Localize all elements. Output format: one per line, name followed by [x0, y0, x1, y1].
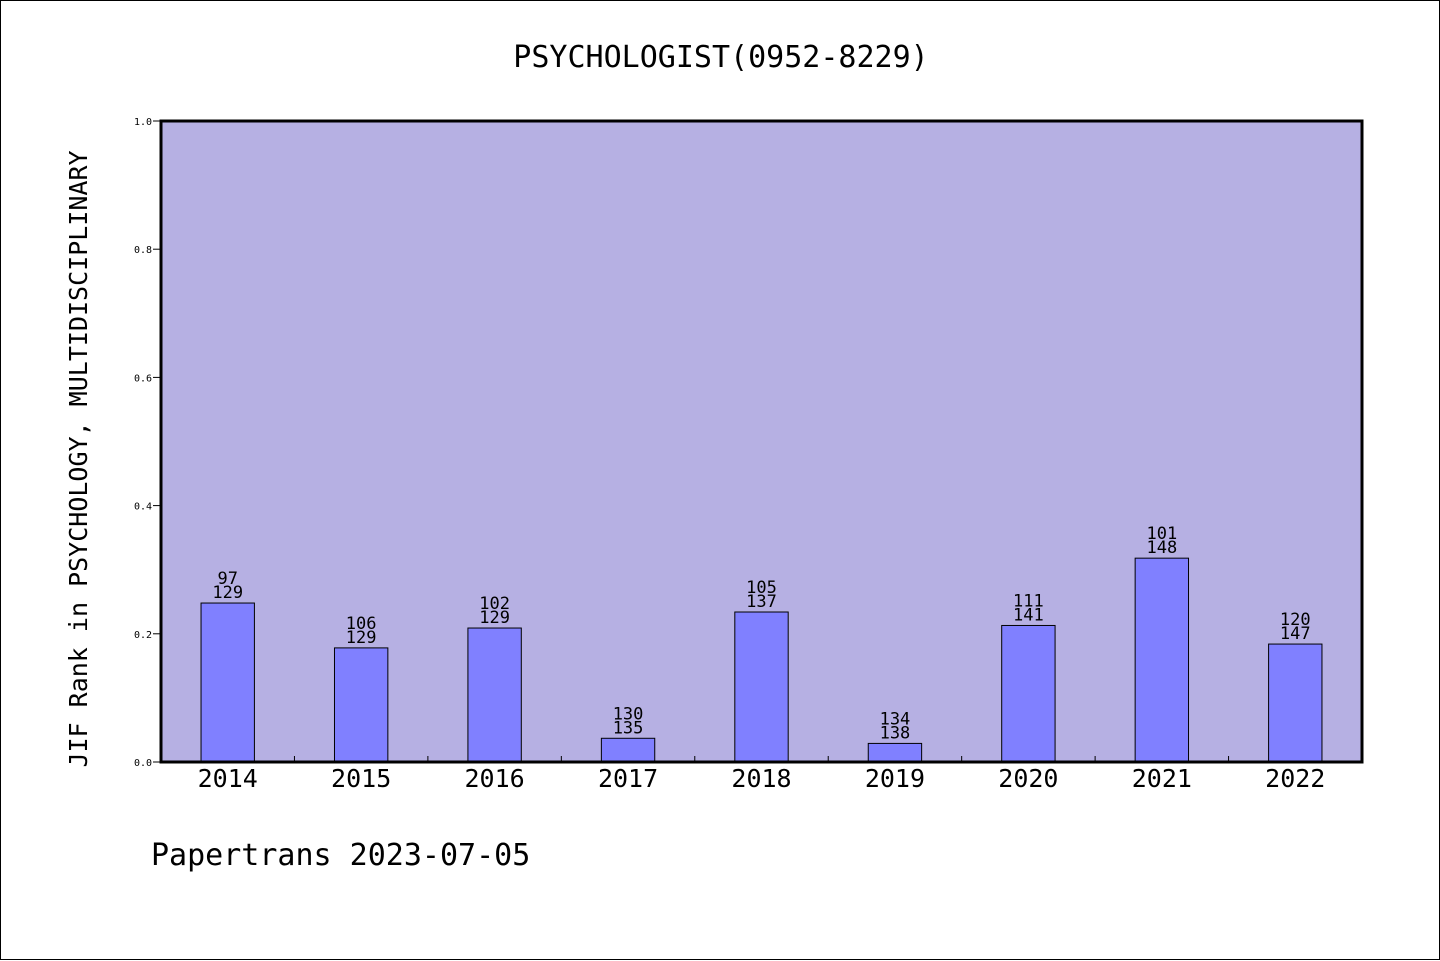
bar-label-total-2019: 138: [880, 723, 911, 743]
bar-label-total-2018: 137: [746, 592, 777, 612]
x-tick-label-2017: 2017: [598, 764, 658, 793]
bar-label-total-2015: 129: [346, 628, 377, 648]
x-tick-label-2022: 2022: [1265, 764, 1325, 793]
bar-2018: [734, 611, 789, 763]
bar-2020: [1001, 624, 1056, 763]
bar-label-total-2020: 141: [1013, 605, 1044, 625]
y-tick-label-4: 0.8: [134, 245, 152, 256]
bar-label-rank-2015: 106: [346, 614, 377, 634]
bar-2021: [1134, 557, 1190, 763]
y-tick-label-1: 0.2: [134, 630, 152, 641]
footer-credit: Papertrans 2023-07-05: [151, 838, 530, 873]
bar-label-rank-2016: 102: [479, 594, 510, 614]
x-tick-label-2019: 2019: [865, 764, 925, 793]
y-tick-label-5: 1.0: [134, 117, 152, 128]
y-tick-label-3: 0.6: [134, 373, 152, 384]
y-tick-label-0: 0.0: [134, 758, 152, 769]
plot-border: [159, 119, 1364, 764]
y-tick-label-2: 0.4: [134, 502, 152, 513]
y-axis-label: JIF Rank in PSYCHOLOGY, MULTIDISCIPLINAR…: [64, 150, 93, 767]
y-axis: 0.0 0.2 0.4 0.6 0.8 1.0: [134, 117, 161, 769]
bar-label-total-2014: 129: [212, 583, 243, 603]
bar-label-rank-2014: 97: [217, 569, 237, 589]
bar-label-total-2022: 147: [1280, 624, 1311, 644]
bar-2015: [333, 647, 389, 763]
bars-group: [200, 557, 1323, 763]
bar-label-total-2021: 148: [1146, 538, 1177, 558]
x-axis: 2014 2015 2016 2017 2018 2019 2020 2021 2022: [198, 756, 1325, 793]
bar-2016: [467, 627, 522, 763]
bar-label-rank-2020: 111: [1013, 591, 1044, 611]
x-tick-label-2020: 2020: [998, 764, 1058, 793]
bar-labels-group: 9712910612910212913013510513713413811114…: [212, 524, 1310, 743]
bar-label-rank-2018: 105: [746, 578, 777, 598]
x-tick-label-2016: 2016: [465, 764, 525, 793]
bar-2019: [867, 742, 923, 763]
bar-label-rank-2022: 120: [1280, 610, 1311, 630]
bar-2014: [200, 602, 255, 763]
bar-2022: [1268, 643, 1323, 763]
x-tick-label-2014: 2014: [198, 764, 258, 793]
chart-title: PSYCHOLOGIST(0952-8229): [513, 40, 928, 75]
bar-2017: [600, 737, 656, 763]
x-tick-label-2018: 2018: [731, 764, 791, 793]
bar-label-total-2016: 129: [479, 608, 510, 628]
x-tick-label-2021: 2021: [1132, 764, 1192, 793]
bar-label-rank-2021: 101: [1146, 524, 1177, 544]
x-tick-label-2015: 2015: [331, 764, 391, 793]
bar-label-rank-2019: 134: [880, 709, 911, 729]
bar-label-total-2017: 135: [613, 718, 644, 738]
bar-label-rank-2017: 130: [613, 704, 644, 724]
